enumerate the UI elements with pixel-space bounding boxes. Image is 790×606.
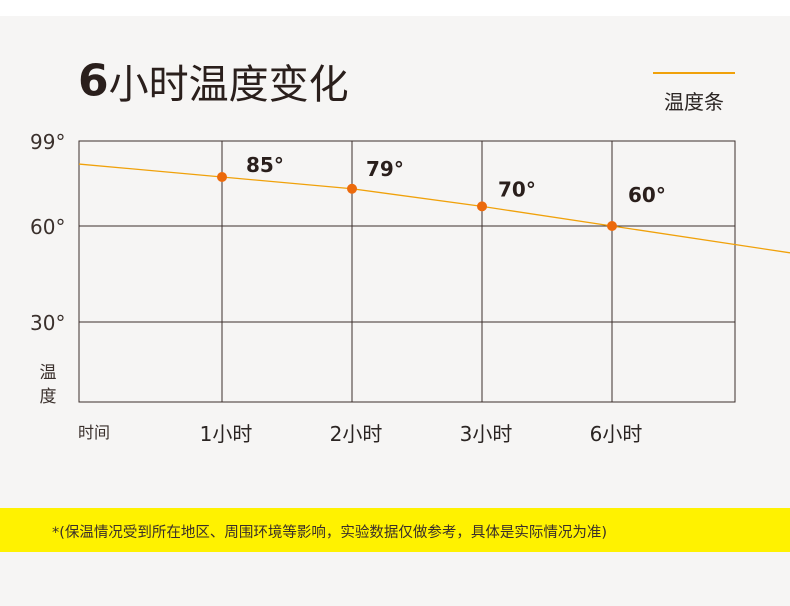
- x-axis-label: 时间: [78, 423, 110, 442]
- y-tick-label: 30°: [30, 311, 65, 335]
- legend-label: 温度条: [664, 90, 724, 114]
- top-strip: [0, 0, 790, 16]
- y-tick-label: 99°: [30, 130, 65, 154]
- legend-swatch: [653, 72, 735, 74]
- plot-frame: [78, 140, 736, 403]
- y-tick-label: 60°: [30, 215, 65, 239]
- data-point: [347, 183, 357, 194]
- data-label: 85°: [246, 153, 284, 177]
- chart-title-text: 小时温度变化: [108, 62, 349, 108]
- x-tick-label: 2小时: [330, 422, 383, 446]
- note-text: *(保温情况受到所在地区、周围环境等影响，实验数据仅做参考，具体是实际情况为准): [52, 525, 608, 541]
- x-tick-label: 6小时: [590, 422, 643, 446]
- chart-title-number: 6: [78, 55, 109, 107]
- y-axis-label-char: 度: [40, 387, 57, 407]
- note-band: *(保温情况受到所在地区、周围环境等影响，实验数据仅做参考，具体是实际情况为准): [0, 508, 790, 552]
- data-label: 70°: [498, 177, 536, 201]
- data-point: [607, 221, 617, 231]
- chart-title: 6小时温度变化: [78, 52, 349, 109]
- data-point: [477, 201, 487, 212]
- x-tick-label: 1小时: [200, 422, 253, 446]
- x-tick-label: 3小时: [460, 422, 513, 446]
- y-axis-label-char: 温: [40, 363, 57, 383]
- series-line: [78, 163, 790, 254]
- data-label: 79°: [366, 157, 404, 181]
- data-label: 60°: [628, 183, 666, 207]
- data-point: [217, 172, 227, 182]
